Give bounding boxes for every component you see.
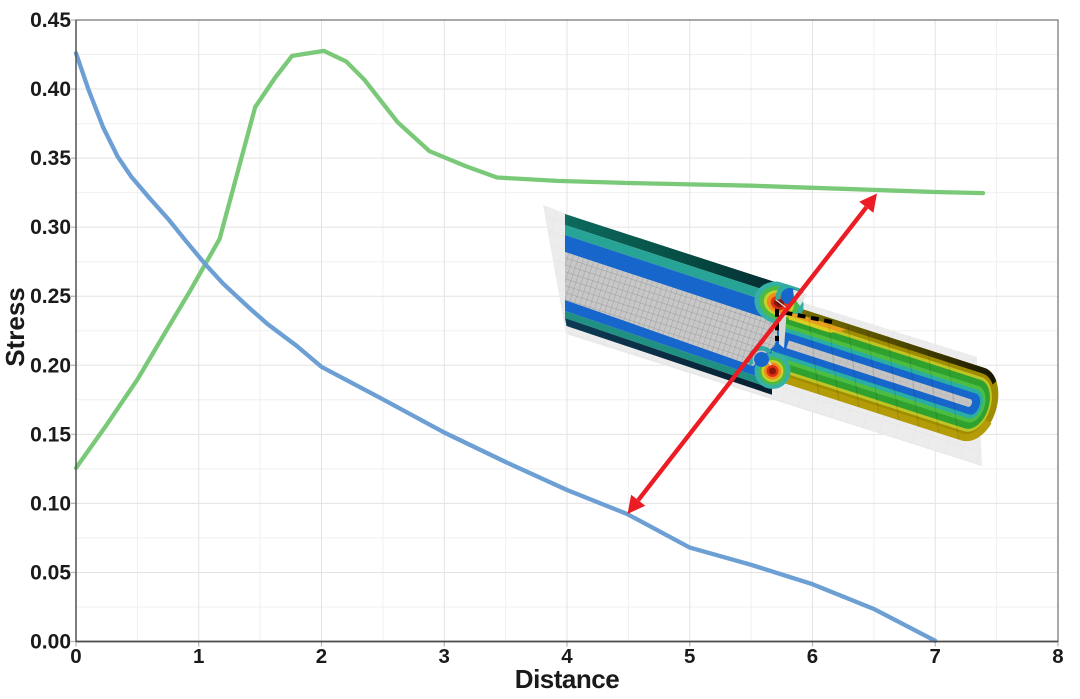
svg-text:3: 3	[439, 645, 450, 668]
svg-text:Distance: Distance	[515, 664, 619, 694]
svg-text:0.45: 0.45	[30, 9, 71, 32]
svg-text:0.25: 0.25	[30, 285, 71, 308]
svg-text:0.00: 0.00	[30, 631, 71, 654]
svg-text:0.05: 0.05	[30, 562, 71, 585]
svg-text:1: 1	[193, 645, 204, 668]
svg-text:0.15: 0.15	[30, 423, 71, 446]
svg-text:0.10: 0.10	[30, 492, 71, 515]
svg-text:0.30: 0.30	[30, 216, 71, 239]
svg-text:0.40: 0.40	[30, 78, 71, 101]
svg-text:7: 7	[930, 645, 941, 668]
svg-text:4: 4	[561, 645, 573, 668]
svg-text:0: 0	[70, 645, 81, 668]
svg-text:0.20: 0.20	[30, 354, 71, 377]
svg-text:8: 8	[1052, 645, 1063, 668]
svg-text:6: 6	[807, 645, 818, 668]
svg-text:Stress: Stress	[0, 287, 30, 367]
svg-text:2: 2	[316, 645, 327, 668]
svg-text:5: 5	[684, 645, 695, 668]
svg-text:0.35: 0.35	[30, 147, 71, 170]
